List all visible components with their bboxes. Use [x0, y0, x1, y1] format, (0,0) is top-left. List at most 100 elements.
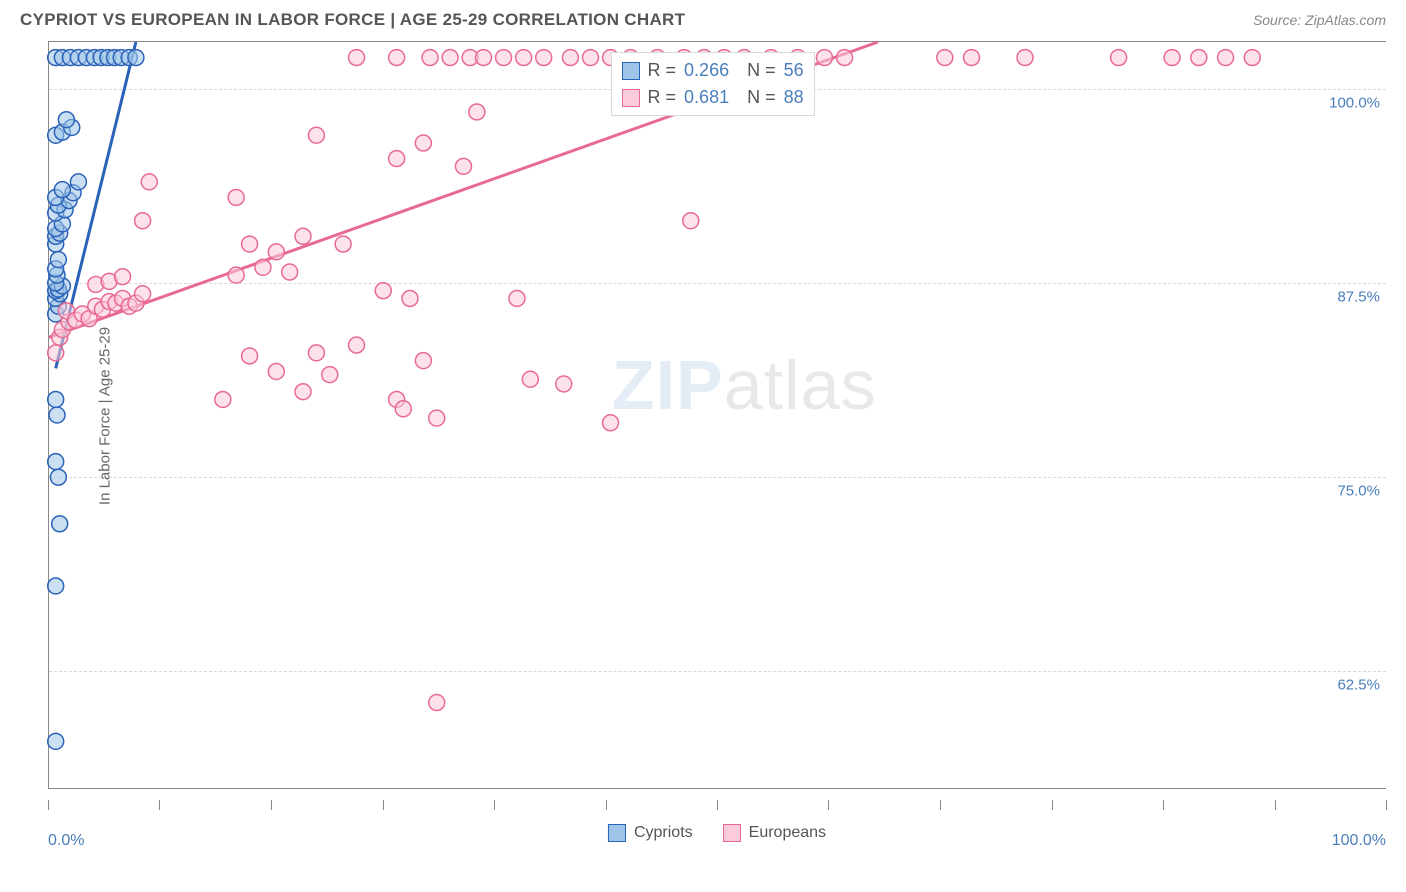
y-tick-label: 62.5%: [1337, 677, 1380, 694]
scatter-point: [476, 50, 492, 66]
scatter-point: [54, 182, 70, 198]
correlation-legend: R = 0.266 N = 56 R = 0.681 N = 88: [611, 52, 815, 116]
scatter-point: [1244, 50, 1260, 66]
corr-r-value: 0.681: [684, 84, 729, 111]
scatter-point: [1164, 50, 1180, 66]
corr-legend-row: R = 0.266 N = 56: [622, 57, 804, 84]
corr-swatch: [622, 62, 640, 80]
y-tick-label: 87.5%: [1337, 288, 1380, 305]
scatter-point: [58, 112, 74, 128]
x-tick: [828, 800, 829, 810]
scatter-point: [295, 228, 311, 244]
scatter-point: [556, 376, 572, 392]
chart-area: ZIPatlas R = 0.266 N = 56 R = 0.681 N = …: [48, 41, 1386, 789]
scatter-point: [349, 50, 365, 66]
bottom-legend: Cypriots Europeans: [608, 824, 826, 842]
scatter-point: [415, 135, 431, 151]
legend-item: Europeans: [723, 824, 826, 842]
scatter-point: [228, 267, 244, 283]
y-tick-label: 75.0%: [1337, 483, 1380, 500]
corr-n-value: 88: [784, 84, 804, 111]
x-tick: [940, 800, 941, 810]
scatter-point: [837, 50, 853, 66]
x-tick: [1163, 800, 1164, 810]
scatter-point: [115, 269, 131, 285]
x-tick: [383, 800, 384, 810]
scatter-point: [242, 236, 258, 252]
scatter-point: [402, 290, 418, 306]
scatter-point: [1218, 50, 1234, 66]
legend-swatch: [608, 824, 626, 842]
x-tick-label-max: 100.0%: [1332, 832, 1386, 850]
scatter-point: [255, 259, 271, 275]
legend-label: Cypriots: [634, 824, 693, 842]
scatter-point: [469, 104, 485, 120]
scatter-point: [395, 401, 411, 417]
y-tick-label: 100.0%: [1329, 94, 1380, 111]
scatter-point: [603, 415, 619, 431]
x-tick: [159, 800, 160, 810]
scatter-point: [48, 578, 64, 594]
corr-swatch: [622, 89, 640, 107]
y-axis-title: In Labor Force | Age 25-29: [97, 326, 114, 504]
chart-title: CYPRIOT VS EUROPEAN IN LABOR FORCE | AGE…: [20, 10, 685, 30]
scatter-point: [52, 516, 68, 532]
x-tick: [606, 800, 607, 810]
scatter-point: [422, 50, 438, 66]
scatter-point: [49, 407, 65, 423]
scatter-point: [268, 364, 284, 380]
scatter-point: [455, 158, 471, 174]
x-tick-label-min: 0.0%: [48, 832, 84, 850]
scatter-point: [1017, 50, 1033, 66]
scatter-point: [48, 454, 64, 470]
scatter-point: [135, 213, 151, 229]
corr-r-label: R =: [648, 57, 677, 84]
scatter-point: [442, 50, 458, 66]
scatter-point: [349, 337, 365, 353]
x-tick: [717, 800, 718, 810]
x-tick: [48, 800, 49, 810]
scatter-point: [228, 189, 244, 205]
x-axis-bar: 0.0% 100.0% Cypriots Europeans: [48, 800, 1386, 860]
source-label: Source: ZipAtlas.com: [1253, 12, 1386, 28]
scatter-point: [50, 469, 66, 485]
x-tick: [1052, 800, 1053, 810]
scatter-point: [322, 367, 338, 383]
corr-r-label: R =: [648, 84, 677, 111]
scatter-point: [48, 345, 64, 361]
scatter-point: [937, 50, 953, 66]
scatter-point: [141, 174, 157, 190]
scatter-point: [429, 695, 445, 711]
scatter-point: [135, 286, 151, 302]
corr-legend-row: R = 0.681 N = 88: [622, 84, 804, 111]
scatter-point: [415, 353, 431, 369]
scatter-point: [1111, 50, 1127, 66]
corr-n-value: 56: [784, 57, 804, 84]
scatter-point: [215, 391, 231, 407]
scatter-point: [389, 50, 405, 66]
scatter-point: [582, 50, 598, 66]
scatter-point: [816, 50, 832, 66]
corr-n-label: N =: [737, 57, 776, 84]
scatter-point: [48, 733, 64, 749]
x-tick: [1386, 800, 1387, 810]
scatter-point: [282, 264, 298, 280]
x-tick: [271, 800, 272, 810]
scatter-point: [295, 384, 311, 400]
scatter-point: [509, 290, 525, 306]
scatter-point: [335, 236, 351, 252]
scatter-point: [1191, 50, 1207, 66]
scatter-point: [308, 127, 324, 143]
scatter-point: [683, 213, 699, 229]
scatter-point: [562, 50, 578, 66]
scatter-point: [964, 50, 980, 66]
scatter-point: [242, 348, 258, 364]
scatter-point: [389, 151, 405, 167]
scatter-point: [268, 244, 284, 260]
scatter-point: [522, 371, 538, 387]
scatter-point: [496, 50, 512, 66]
scatter-point: [429, 410, 445, 426]
corr-r-value: 0.266: [684, 57, 729, 84]
corr-n-label: N =: [737, 84, 776, 111]
legend-label: Europeans: [749, 824, 826, 842]
